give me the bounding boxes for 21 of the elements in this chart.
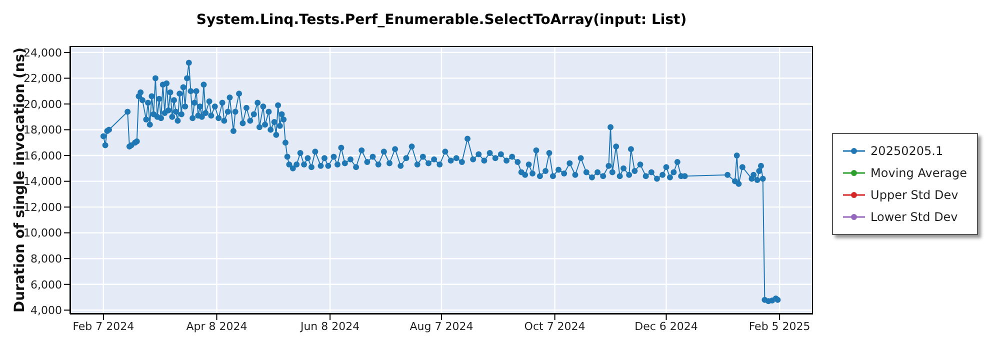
y-tick-label: 6,000 [30, 278, 62, 292]
y-tick-label: 16,000 [24, 149, 62, 162]
legend-label: Upper Std Dev [870, 188, 958, 202]
y-tick-label: 12,000 [24, 200, 62, 214]
legend-label: Lower Std Dev [870, 210, 958, 224]
y-tick-label: 18,000 [24, 124, 62, 137]
legend-label: Moving Average [870, 166, 967, 180]
x-tick-label: Apr 8 2024 [186, 320, 248, 333]
chart-title: System.Linq.Tests.Perf_Enumerable.SelectToArray(input: List) [195, 12, 688, 28]
legend-label: 20250205.1 [870, 144, 944, 158]
y-tick-label: 24,000 [24, 46, 62, 60]
x-tick-label: Jun 8 2024 [299, 320, 360, 333]
x-tick-label: Dec 6 2024 [634, 320, 698, 333]
x-tick-label: Feb 7 2024 [72, 320, 134, 333]
x-tick-label: Feb 5 2025 [748, 320, 810, 333]
x-tick-label: Oct 7 2024 [524, 320, 586, 333]
x-tick-label: Aug 7 2024 [410, 320, 474, 333]
y-tick-label: 8,000 [30, 252, 62, 266]
y-tick-label: 20,000 [24, 98, 62, 111]
y-tick-label: 10,000 [24, 226, 62, 240]
y-tick-label: 4,000 [30, 304, 62, 318]
